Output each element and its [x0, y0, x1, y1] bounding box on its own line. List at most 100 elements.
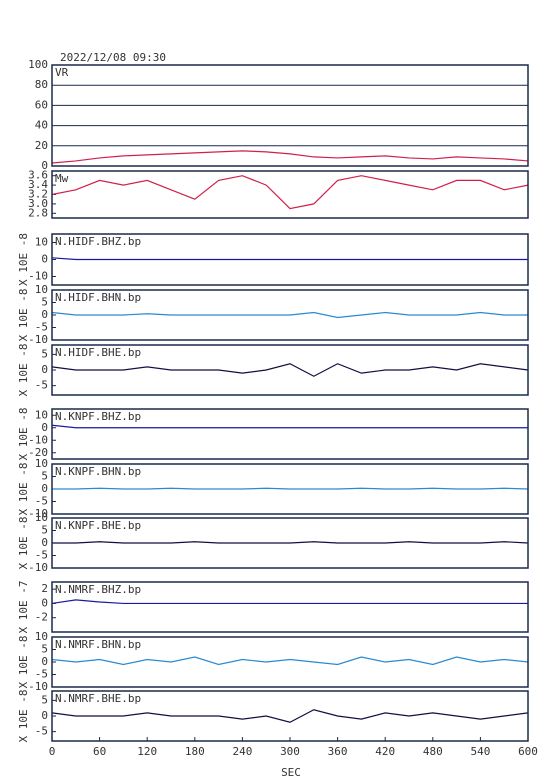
y-tick-label: 60 — [35, 98, 48, 111]
data-line — [51, 363, 529, 377]
y-tick-label: 10 — [35, 236, 48, 249]
y-tick-label: 10 — [35, 283, 48, 296]
y-tick-label: -5 — [35, 495, 48, 508]
y-tick-label: 80 — [35, 78, 48, 91]
y-axis-label: X 10E -8 — [17, 690, 30, 743]
y-tick-label: 0 — [41, 536, 48, 549]
y-tick-label: 5 — [41, 524, 48, 537]
panel-frame — [51, 636, 529, 688]
y-tick-label: 0 — [41, 655, 48, 668]
data-line — [52, 541, 529, 544]
x-tick-label: 360 — [328, 745, 348, 758]
y-tick-label: 40 — [35, 119, 48, 132]
y-tick-label: 10 — [35, 457, 48, 470]
panel-frame — [51, 517, 529, 569]
data-line — [51, 599, 528, 605]
y-tick-label: 3.4 — [28, 178, 48, 191]
panel-frame — [51, 581, 529, 633]
y-tick-label: -10 — [28, 507, 48, 520]
x-tick-label: 480 — [423, 745, 443, 758]
y-axis-label: X 10E -8 — [17, 344, 30, 397]
y-tick-label: 5 — [41, 693, 48, 706]
y-tick-label: 0 — [41, 159, 48, 172]
data-line — [51, 150, 529, 164]
y-tick-label: 0 — [41, 308, 48, 321]
y-tick-label: 10 — [35, 630, 48, 643]
y-tick-label: 3.0 — [28, 197, 48, 210]
panel-label: N.NMRF.BHZ.bp — [55, 583, 141, 596]
x-axis-label: SEC — [281, 766, 301, 779]
y-tick-label: 2.8 — [28, 206, 48, 219]
y-tick-label: -5 — [35, 379, 48, 392]
x-tick-label: 60 — [93, 745, 106, 758]
y-axis-label: X 10E -8 — [17, 636, 30, 689]
data-line — [52, 487, 529, 490]
panel-label: VR — [55, 66, 69, 79]
y-tick-label: -5 — [35, 321, 48, 334]
y-tick-label: -5 — [35, 549, 48, 562]
x-tick-label: 0 — [49, 745, 56, 758]
y-axis-label: X 10E -8 — [17, 289, 30, 342]
panel-label: N.HIDF.BHN.bp — [55, 291, 141, 304]
panel-label: N.HIDF.BHE.bp — [55, 346, 141, 359]
y-tick-label: -10 — [28, 270, 48, 283]
y-tick-label: 3.6 — [28, 169, 48, 182]
panel-frame — [51, 344, 529, 396]
y-axis-label: X 10E -8 — [17, 408, 30, 461]
panel-frame — [51, 408, 529, 460]
panel-label: Mw — [55, 172, 69, 185]
y-tick-label: 100 — [28, 58, 48, 71]
data-line — [51, 656, 529, 666]
panel-label: N.NMRF.BHN.bp — [55, 638, 141, 651]
y-axis-label: X 10E -8 — [17, 233, 30, 286]
y-tick-label: 0 — [41, 363, 48, 376]
panel-label: N.KNPF.BHZ.bp — [55, 410, 141, 423]
panel-label: N.KNPF.BHE.bp — [55, 519, 141, 532]
panel-frame — [51, 64, 529, 167]
panel-frame — [51, 463, 529, 515]
y-tick-label: -10 — [28, 333, 48, 346]
data-line — [51, 175, 529, 210]
y-tick-label: -20 — [28, 446, 48, 459]
y-tick-label: -10 — [28, 680, 48, 693]
y-tick-label: 5 — [41, 643, 48, 656]
panel-frame — [51, 233, 529, 286]
y-axis-label: X 10E -8 — [17, 463, 30, 516]
chart-title: 2022/12/08 09:30 — [60, 51, 166, 64]
panel-label: N.KNPF.BHN.bp — [55, 465, 141, 478]
y-tick-label: -10 — [28, 561, 48, 574]
y-tick-label: 0 — [41, 482, 48, 495]
data-line — [51, 311, 528, 319]
x-tick-label: 300 — [280, 745, 300, 758]
y-tick-label: 0 — [41, 421, 48, 434]
x-tick-label: 540 — [470, 745, 490, 758]
y-tick-label: -10 — [28, 433, 48, 446]
y-axis-label: X 10E -8 — [17, 517, 30, 570]
y-tick-label: 20 — [35, 139, 48, 152]
x-tick-label: 600 — [518, 745, 538, 758]
y-tick-label: -5 — [35, 668, 48, 681]
y-tick-label: 5 — [41, 470, 48, 483]
x-tick-label: 240 — [232, 745, 252, 758]
y-tick-label: 2 — [41, 582, 48, 595]
y-tick-label: 10 — [35, 408, 48, 421]
y-tick-label: 0 — [41, 709, 48, 722]
data-line — [51, 424, 528, 429]
y-tick-label: 0 — [41, 596, 48, 609]
y-tick-label: -2 — [35, 611, 48, 624]
x-tick-label: 420 — [375, 745, 395, 758]
panel-frame — [51, 289, 529, 341]
panel-label: N.HIDF.BHZ.bp — [55, 235, 141, 248]
x-tick-label: 120 — [137, 745, 157, 758]
y-tick-label: 5 — [41, 296, 48, 309]
data-line — [51, 257, 528, 261]
y-tick-label: 3.2 — [28, 188, 48, 201]
y-tick-label: 0 — [41, 253, 48, 266]
y-tick-label: 10 — [35, 511, 48, 524]
panel-frame — [51, 170, 529, 219]
panel-label: N.NMRF.BHE.bp — [55, 692, 141, 705]
y-tick-label: 5 — [41, 347, 48, 360]
data-line — [51, 709, 529, 723]
y-tick-label: -5 — [35, 725, 48, 738]
